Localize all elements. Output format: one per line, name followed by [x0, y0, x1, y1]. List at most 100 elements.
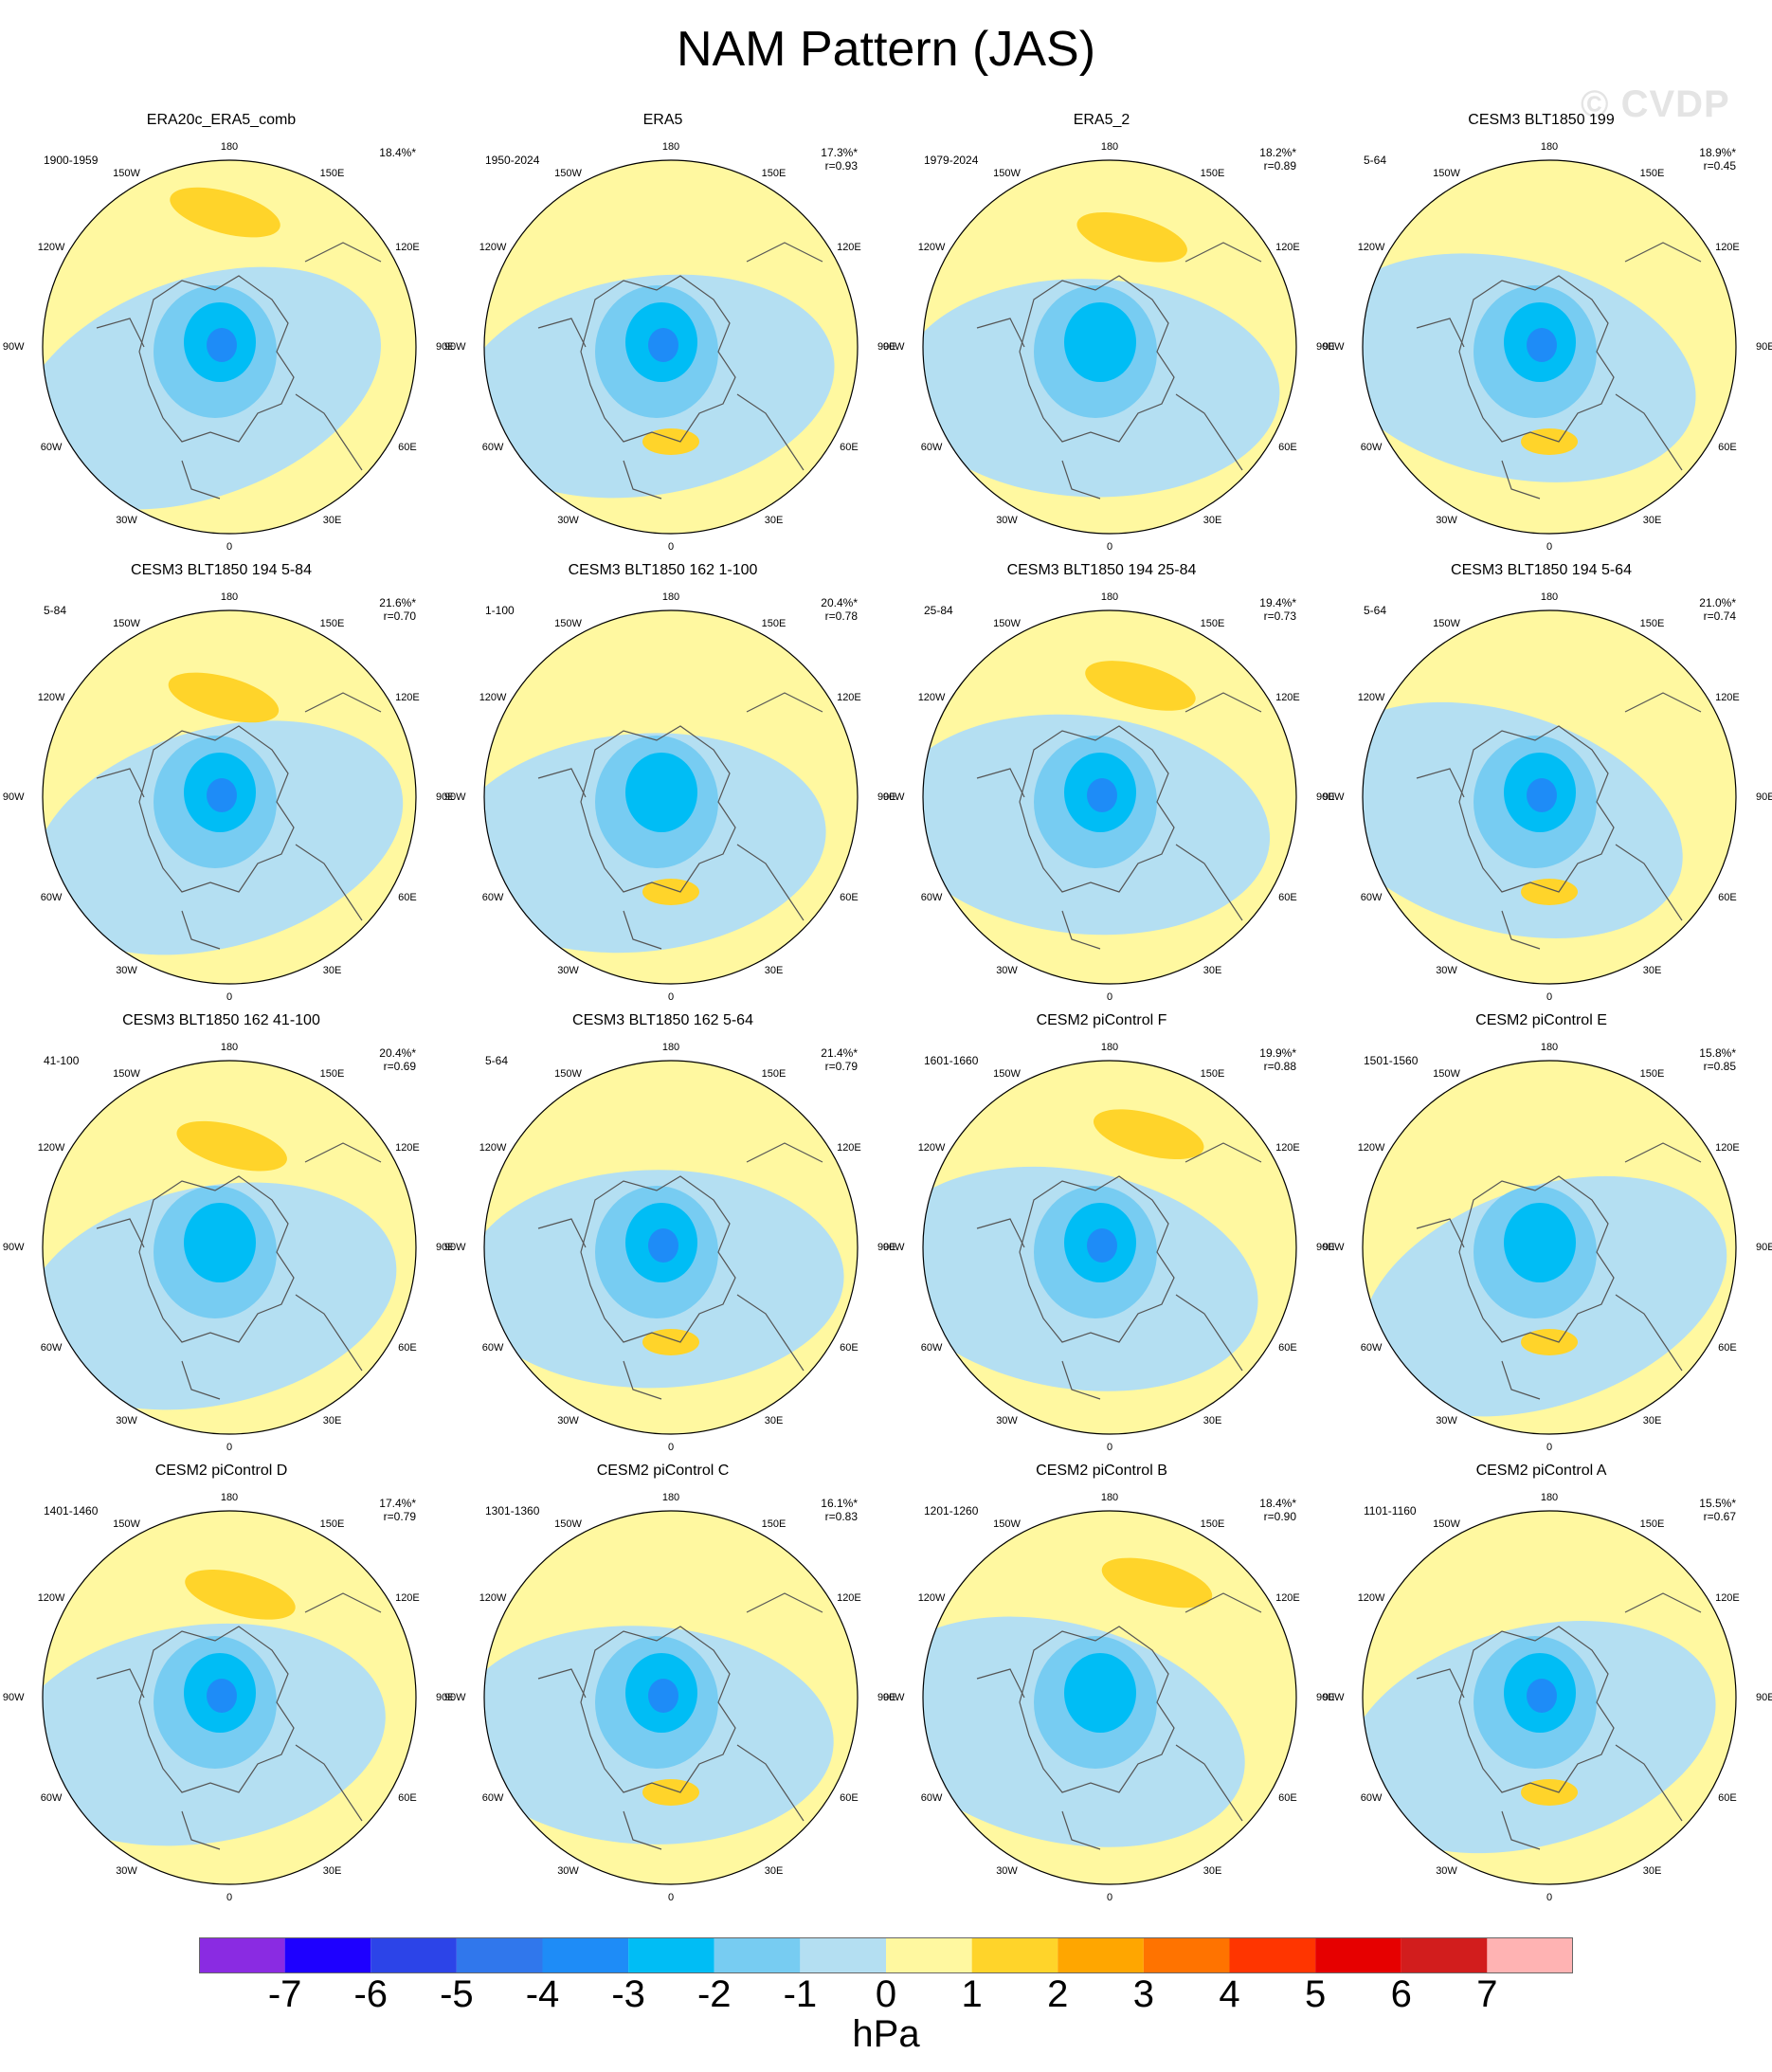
panel-stats: 18.4%* r=0.90 [1259, 1497, 1296, 1523]
lon-label: 120W [479, 691, 507, 703]
lon-label: 90E [1316, 341, 1335, 353]
lon-label: 30E [764, 1414, 784, 1427]
lon-label: 0 [667, 1892, 675, 1903]
lon-label: 60W [920, 1791, 943, 1804]
panel-title: CESM3 BLT1850 194 5-84 [131, 562, 312, 578]
lon-label: 150E [319, 168, 345, 180]
lon-label: 90W [2, 1692, 25, 1703]
lon-label: 60E [840, 891, 859, 903]
panel-r: r=0.90 [1263, 1510, 1296, 1523]
lon-label: 60E [398, 441, 417, 453]
colorbar-segment [886, 1937, 972, 1973]
lon-label: 90W [882, 791, 905, 803]
lon-label: 150E [761, 618, 787, 630]
panel-period: 1900-1959 [44, 154, 99, 167]
lon-label: 120E [1715, 1141, 1740, 1154]
lon-label: 90W [882, 1242, 905, 1253]
colorbar-tick-label: 4 [1219, 1973, 1240, 2015]
lon-label: 90W [443, 1242, 466, 1253]
colorbar-tick-label: -7 [267, 1973, 302, 2015]
panel-period: 1979-2024 [924, 154, 979, 167]
lon-label: 150W [1433, 1068, 1460, 1081]
lon-label: 120W [479, 241, 507, 253]
panel-r: r=0.73 [1263, 609, 1296, 623]
lon-label: 0 [1546, 991, 1553, 1003]
lon-label: 60W [40, 441, 63, 453]
panel-period: 41-100 [44, 1054, 80, 1067]
panel-r: r=0.93 [824, 159, 858, 173]
panel-stats: 18.9%* r=0.45 [1699, 146, 1736, 173]
lon-label: 120E [395, 691, 420, 703]
lon-label: 60W [920, 891, 943, 903]
panel-r: r=0.85 [1703, 1060, 1736, 1073]
lon-label: 120E [1715, 241, 1740, 253]
polar-map [922, 609, 1297, 985]
panel-pct: 21.0%* [1699, 596, 1736, 609]
panel-title: CESM2 piControl F [1036, 1012, 1167, 1028]
lon-label: 60W [1360, 891, 1383, 903]
panel-stats: 19.4%* r=0.73 [1259, 596, 1296, 623]
lon-label: 180 [1100, 1492, 1119, 1503]
panel-period: 1401-1460 [44, 1504, 99, 1518]
lon-label: 150W [1433, 168, 1460, 180]
colorbar-segment [628, 1937, 714, 1973]
lon-label: 30W [557, 1864, 579, 1877]
panel-r: r=0.45 [1703, 159, 1736, 173]
polar-map [483, 1510, 859, 1885]
lon-label: 0 [226, 991, 233, 1003]
lon-label: 150E [319, 1518, 345, 1531]
lon-label: 90E [436, 1692, 455, 1703]
panel-stats: 17.4%* r=0.79 [379, 1497, 416, 1523]
map-panel: CESM3 BLT1850 162 5-64 5-64 21.4%* r=0.79 18… [442, 1012, 896, 1462]
panel-stats: 21.6%* r=0.70 [379, 596, 416, 623]
lon-label: 150W [993, 1068, 1021, 1081]
panel-r: r=0.74 [1703, 609, 1736, 623]
lon-label: 150E [761, 1068, 787, 1081]
colorbar-segment [971, 1937, 1058, 1973]
panel-pct: 20.4%* [379, 1046, 416, 1060]
lon-label: 90E [436, 1242, 455, 1253]
lon-label: 0 [226, 1892, 233, 1903]
lon-label: 150E [761, 1518, 787, 1531]
lon-label: 90W [443, 1692, 466, 1703]
lon-label: 90W [2, 791, 25, 803]
lon-label: 150W [554, 1068, 582, 1081]
lon-label: 90W [2, 1242, 25, 1253]
lon-label: 60E [840, 1791, 859, 1804]
panel-stats: 18.2%* r=0.89 [1259, 146, 1296, 173]
lon-label: 30W [557, 514, 579, 526]
lon-label: 180 [220, 591, 239, 603]
panel-period: 1950-2024 [485, 154, 540, 167]
colorbar-segment [199, 1937, 285, 1973]
colorbar-tick-label: -5 [440, 1973, 474, 2015]
lon-label: 0 [667, 1442, 675, 1453]
lon-label: 30W [116, 514, 137, 526]
map-panel: CESM2 piControl D 1401-1460 17.4%* r=0.79 18… [0, 1463, 455, 1912]
lon-label: 90W [1322, 1242, 1345, 1253]
colorbar-tick-label: 3 [1132, 1973, 1154, 2015]
polar-map [42, 609, 417, 985]
map-panel: CESM2 piControl B 1201-1260 18.4%* r=0.90 18… [880, 1463, 1335, 1912]
lon-label: 120E [1275, 1141, 1300, 1154]
lon-label: 30W [116, 1864, 137, 1877]
polar-map [483, 609, 859, 985]
lon-label: 30W [1436, 1414, 1457, 1427]
lon-label: 150E [319, 1068, 345, 1081]
colorbar-segment [800, 1937, 886, 1973]
colorbar-segment [542, 1937, 629, 1973]
panel-title: CESM2 piControl A [1475, 1463, 1607, 1479]
lon-label: 150W [993, 168, 1021, 180]
lon-label: 120W [37, 691, 65, 703]
lon-label: 120W [1357, 1591, 1385, 1604]
lon-label: 150E [1200, 1068, 1225, 1081]
lon-label: 30W [557, 964, 579, 976]
lon-label: 180 [220, 1492, 239, 1503]
lon-label: 150E [1639, 1068, 1665, 1081]
lon-label: 90W [443, 341, 466, 353]
panel-title: ERA5_2 [1073, 112, 1130, 128]
panel-period: 1-100 [485, 604, 515, 617]
lon-label: 180 [1100, 141, 1119, 153]
polar-map [1362, 609, 1737, 985]
lon-label: 60W [920, 441, 943, 453]
lon-label: 150W [113, 168, 140, 180]
